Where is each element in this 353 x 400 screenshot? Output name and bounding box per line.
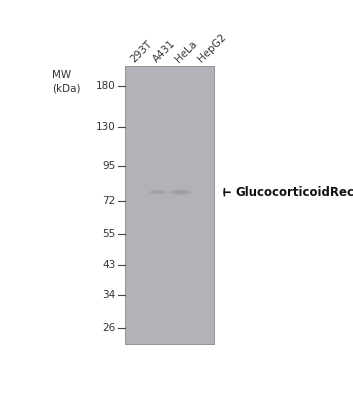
Ellipse shape xyxy=(148,190,168,195)
Ellipse shape xyxy=(153,191,163,194)
Ellipse shape xyxy=(150,190,166,194)
Ellipse shape xyxy=(174,191,186,194)
Text: 180: 180 xyxy=(96,81,115,91)
Text: MW: MW xyxy=(52,70,71,80)
Text: 130: 130 xyxy=(96,122,115,132)
Text: 293T: 293T xyxy=(129,38,154,64)
Text: 55: 55 xyxy=(102,230,115,240)
Ellipse shape xyxy=(155,192,161,193)
Text: 72: 72 xyxy=(102,196,115,206)
Text: 43: 43 xyxy=(102,260,115,270)
Text: HeLa: HeLa xyxy=(173,38,199,64)
Ellipse shape xyxy=(177,192,184,193)
Text: (kDa): (kDa) xyxy=(52,84,81,94)
Text: HepG2: HepG2 xyxy=(196,32,228,64)
Text: 95: 95 xyxy=(102,161,115,171)
Text: GlucocorticoidReceptor: GlucocorticoidReceptor xyxy=(236,186,353,199)
Text: A431: A431 xyxy=(151,38,177,64)
Text: 26: 26 xyxy=(102,323,115,333)
Text: 34: 34 xyxy=(102,290,115,300)
Bar xyxy=(125,66,214,344)
Ellipse shape xyxy=(168,190,193,195)
Ellipse shape xyxy=(171,190,190,194)
